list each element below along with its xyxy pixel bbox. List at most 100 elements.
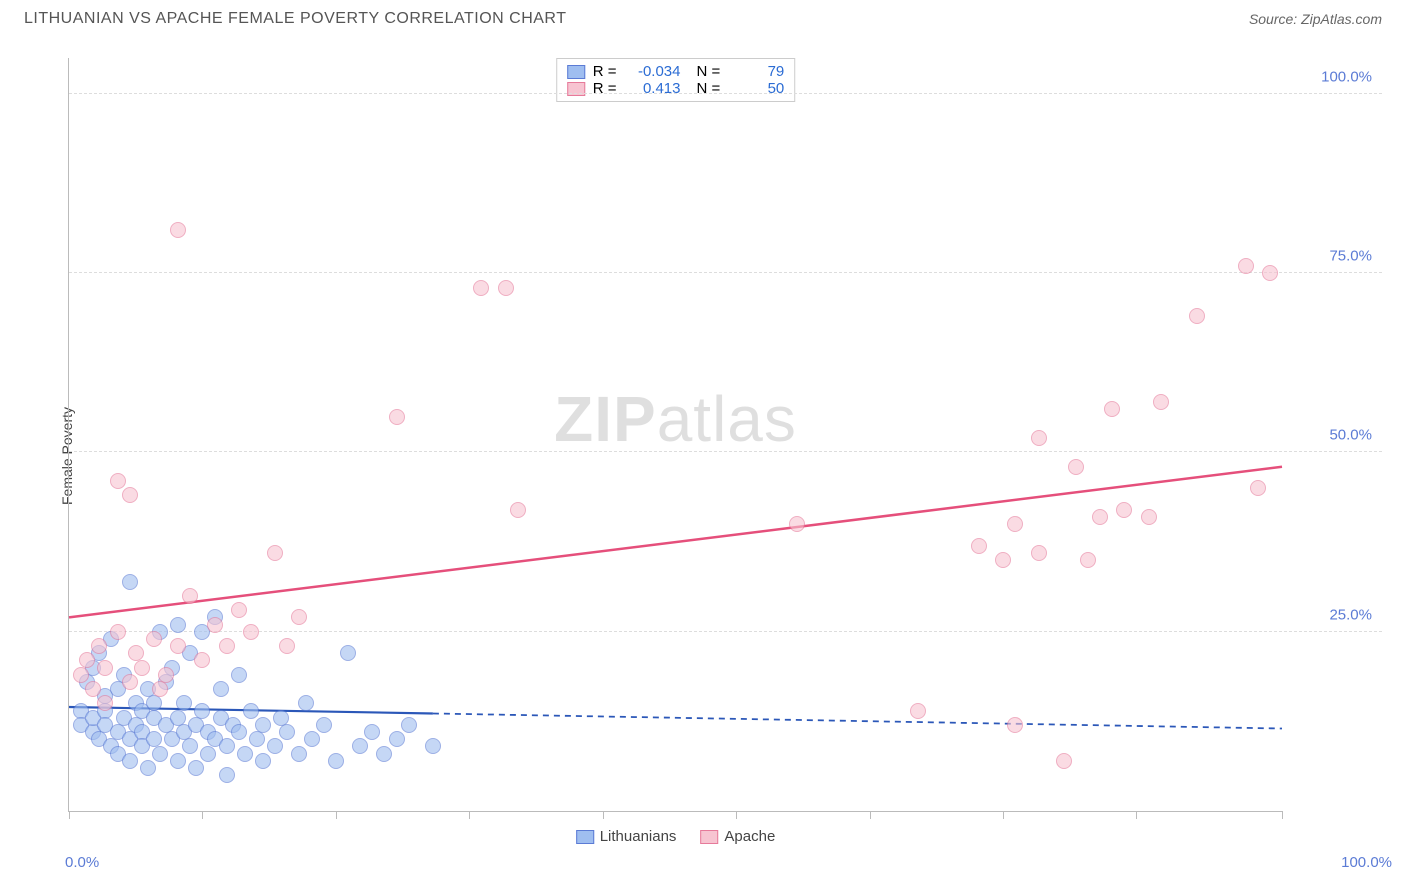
data-point [971, 538, 987, 554]
data-point [152, 681, 168, 697]
data-point [1056, 753, 1072, 769]
data-point [291, 746, 307, 762]
data-point [364, 724, 380, 740]
data-point [213, 681, 229, 697]
data-point [231, 724, 247, 740]
data-point [219, 738, 235, 754]
data-point [122, 674, 138, 690]
data-point [91, 638, 107, 654]
data-point [279, 724, 295, 740]
data-point [279, 638, 295, 654]
data-point [1189, 308, 1205, 324]
data-point [789, 516, 805, 532]
x-tick [69, 811, 70, 819]
data-point [152, 746, 168, 762]
data-point [182, 738, 198, 754]
data-point [425, 738, 441, 754]
data-point [510, 502, 526, 518]
data-point [389, 409, 405, 425]
y-tick-label: 50.0% [1329, 427, 1372, 444]
data-point [237, 746, 253, 762]
data-point [110, 624, 126, 640]
data-point [194, 652, 210, 668]
data-point [170, 638, 186, 654]
data-point [1031, 430, 1047, 446]
data-point [200, 746, 216, 762]
data-point [194, 703, 210, 719]
data-point [1262, 265, 1278, 281]
data-point [340, 645, 356, 661]
series-legend: LithuaniansApache [576, 828, 776, 845]
data-point [1068, 459, 1084, 475]
data-point [79, 652, 95, 668]
x-tick [336, 811, 337, 819]
data-point [176, 695, 192, 711]
data-point [158, 667, 174, 683]
data-point [267, 545, 283, 561]
legend-item: Apache [700, 828, 775, 845]
data-point [207, 617, 223, 633]
data-point [352, 738, 368, 754]
data-point [1153, 394, 1169, 410]
data-point [328, 753, 344, 769]
x-tick [1282, 811, 1283, 819]
data-point [473, 280, 489, 296]
x-tick [1003, 811, 1004, 819]
data-point [219, 767, 235, 783]
gridline [69, 631, 1382, 632]
data-point [85, 681, 101, 697]
data-point [389, 731, 405, 747]
data-point [146, 695, 162, 711]
y-tick-label: 75.0% [1329, 248, 1372, 265]
data-point [110, 473, 126, 489]
data-point [146, 631, 162, 647]
gridline [69, 451, 1382, 452]
data-point [316, 717, 332, 733]
data-point [122, 753, 138, 769]
data-point [255, 717, 271, 733]
data-point [1141, 509, 1157, 525]
watermark: ZIPatlas [554, 382, 797, 456]
data-point [298, 695, 314, 711]
data-point [73, 667, 89, 683]
source-label: Source: ZipAtlas.com [1249, 11, 1382, 27]
x-tick [202, 811, 203, 819]
trend-lines [69, 58, 1282, 811]
data-point [231, 667, 247, 683]
data-point [401, 717, 417, 733]
data-point [188, 760, 204, 776]
x-tick [736, 811, 737, 819]
y-tick-label: 25.0% [1329, 606, 1372, 623]
data-point [122, 487, 138, 503]
x-tick [1136, 811, 1137, 819]
y-tick-label: 100.0% [1321, 68, 1372, 85]
chart-title: LITHUANIAN VS APACHE FEMALE POVERTY CORR… [24, 10, 566, 28]
data-point [243, 624, 259, 640]
data-point [182, 588, 198, 604]
data-point [1080, 552, 1096, 568]
data-point [122, 574, 138, 590]
data-point [231, 602, 247, 618]
data-point [1007, 717, 1023, 733]
data-point [170, 753, 186, 769]
data-point [170, 617, 186, 633]
data-point [1116, 502, 1132, 518]
data-point [376, 746, 392, 762]
data-point [291, 609, 307, 625]
gridline [69, 93, 1382, 94]
x-tick [469, 811, 470, 819]
data-point [1092, 509, 1108, 525]
data-point [304, 731, 320, 747]
data-point [243, 703, 259, 719]
data-point [255, 753, 271, 769]
gridline [69, 272, 1382, 273]
data-point [134, 660, 150, 676]
legend-row: R =-0.034N =79 [567, 63, 785, 80]
legend-row: R =0.413N =50 [567, 80, 785, 97]
data-point [1031, 545, 1047, 561]
chart-container: Female Poverty ZIPatlas R =-0.034N =79R … [24, 40, 1382, 872]
x-tick [870, 811, 871, 819]
data-point [1007, 516, 1023, 532]
x-tick [603, 811, 604, 819]
x-axis-min-label: 0.0% [65, 854, 99, 871]
